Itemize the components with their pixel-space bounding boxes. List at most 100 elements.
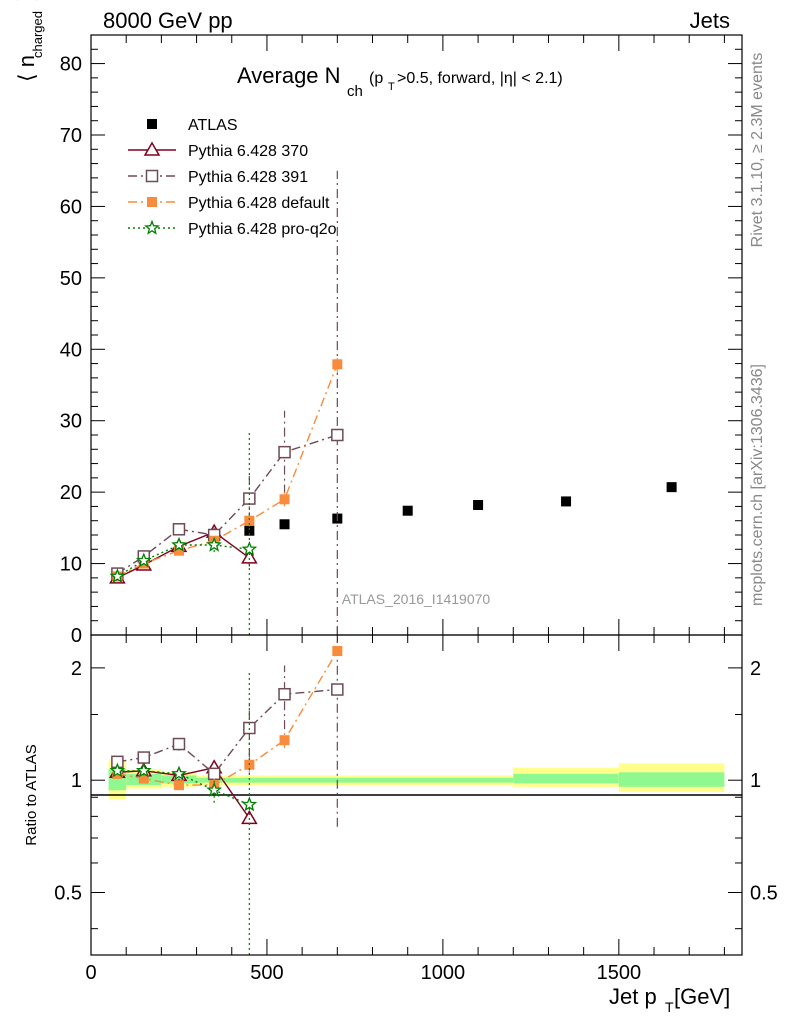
main-series-layer <box>109 170 677 635</box>
main-line <box>117 434 338 575</box>
ratio-point <box>109 762 126 778</box>
main-ytick-label: 70 <box>60 125 82 147</box>
title-sub: ch <box>347 83 363 100</box>
ratio-point <box>173 780 184 791</box>
ratio-band-green <box>513 773 619 784</box>
legend-marker <box>145 169 159 183</box>
main-point <box>241 549 258 564</box>
legend: ATLAS Pythia 6.428 370 Pythia 6.428 391 Pyt… <box>128 117 337 238</box>
ratio-point <box>171 765 187 781</box>
main-ytick-label: 60 <box>60 196 82 218</box>
title-cond-sub: T <box>388 81 395 93</box>
ratio-point <box>206 781 223 797</box>
legend-marker <box>147 197 157 207</box>
ratio-series-layer <box>109 635 344 955</box>
ratio-ytick-label: 1 <box>71 770 82 792</box>
main-ytick-label: 40 <box>60 339 82 361</box>
ratio-point <box>137 751 151 764</box>
ratio-point <box>241 796 258 812</box>
legend-entry-pythia-6-428-pro-q2o: Pythia 6.428 pro-q2o <box>128 219 337 238</box>
ratio-ytick-label-right: 1 <box>750 770 761 792</box>
ylabel-close: ⟩ <box>14 0 39 2</box>
rivet-version-label: Rivet 3.1.10, ≥ 2.3M events <box>749 53 766 248</box>
legend-entry-pythia-6-428-391: Pythia 6.428 391 <box>128 169 308 186</box>
legend-label: ATLAS <box>188 117 238 134</box>
xtick-label: 1500 <box>597 962 642 984</box>
xlabel-sub: T <box>665 999 674 1015</box>
main-point <box>402 505 413 516</box>
ratio-point <box>138 773 149 784</box>
main-ytick-label: 0 <box>71 625 82 647</box>
ratio-ytick-label-right: 0.5 <box>750 883 778 905</box>
ratio-uncertainty-bands <box>108 760 725 800</box>
main-panel: 0 10 20 30 40 50 60 70 80 ATLAS_2016_I1419070 Av… <box>14 0 743 647</box>
main-point <box>279 494 290 505</box>
main-ytick-label: 10 <box>60 554 82 576</box>
ratio-point <box>172 737 186 751</box>
ratio-band-green <box>196 777 514 783</box>
main-point <box>244 515 255 526</box>
main-series-pythia-6-428-pro-q2o <box>109 430 258 635</box>
ratio-point <box>332 645 343 656</box>
ratio-ytick-label-right: 2 <box>750 658 761 680</box>
xtick-label: 0 <box>85 962 96 984</box>
main-point <box>241 541 258 556</box>
legend-marker <box>144 219 160 235</box>
main-line <box>117 364 338 578</box>
ratio-ytick-label: 0.5 <box>54 883 82 905</box>
legend-entry-atlas: ATLAS <box>147 117 238 134</box>
ratio-point <box>279 735 290 746</box>
main-axis-ticks: 0 10 20 30 40 50 60 70 80 <box>60 34 742 647</box>
main-point <box>331 428 344 442</box>
ylabel-sub: charged <box>30 11 45 58</box>
main-point <box>109 568 126 584</box>
main-ytick-label: 50 <box>60 268 82 290</box>
title-main: Average N <box>237 63 341 88</box>
legend-label: Pythia 6.428 pro-q2o <box>188 221 337 238</box>
ratio-ylabel: Ratio to ATLAS <box>23 744 40 845</box>
ratio-point <box>207 767 221 781</box>
xlabel-a: Jet p <box>609 984 657 1009</box>
main-ytick-label: 80 <box>60 54 82 76</box>
main-line <box>117 544 250 578</box>
ratio-panel: 0.5 0.5 1 1 2 2 0 500 1000 1500 Ratio to ATLAS Je… <box>23 634 778 1015</box>
ratio-series-pythia-6-428-391 <box>111 635 344 827</box>
main-point <box>473 500 484 510</box>
mcplots-label: mcplots.cern.ch [arXiv:1306.3436] <box>749 364 766 606</box>
legend-label: Pythia 6.428 391 <box>188 169 308 186</box>
legend-entry-pythia-6-428-default: Pythia 6.428 default <box>128 195 330 212</box>
ratio-line <box>117 688 338 775</box>
legend-label: Pythia 6.428 370 <box>188 143 308 160</box>
ratio-series-pythia-6-428-pro-q2o <box>109 671 258 955</box>
title-cond-b: >0.5, forward, |η| < 2.1) <box>397 70 563 87</box>
legend-entry-pythia-6-428-370: Pythia 6.428 370 <box>128 141 308 160</box>
main-point <box>666 482 677 493</box>
xlabel-b: [GeV] <box>674 984 730 1009</box>
ratio-point <box>331 683 344 696</box>
main-title: Average N ch (p T >0.5, forward, |η| < 2… <box>237 63 563 100</box>
main-point <box>561 496 572 507</box>
main-point <box>279 519 290 530</box>
ylabel-open: ⟨ n <box>14 55 39 82</box>
legend-label: Pythia 6.428 default <box>188 195 330 212</box>
main-ylabel: ⟨ n charged ⟩ <box>14 0 45 82</box>
ratio-line <box>117 650 338 786</box>
ratio-point <box>135 762 152 778</box>
xtick-label: 500 <box>250 962 283 984</box>
main-ytick-label: 30 <box>60 411 82 433</box>
ratio-axis-ticks: 0.5 0.5 1 1 2 2 0 500 1000 1500 <box>54 635 778 984</box>
header-energy: 8000 GeV pp <box>103 8 233 33</box>
xlabel: Jet p T [GeV] <box>609 984 730 1015</box>
legend-marker <box>147 119 157 129</box>
main-point <box>244 525 255 536</box>
legend-marker <box>143 141 161 156</box>
main-point <box>135 552 152 568</box>
main-point <box>173 545 184 556</box>
ratio-frame <box>90 634 743 956</box>
ratio-point <box>278 687 291 701</box>
main-point <box>332 359 343 370</box>
main-ytick-label: 20 <box>60 482 82 504</box>
title-cond-a: (p <box>369 70 383 87</box>
main-point <box>206 536 222 552</box>
